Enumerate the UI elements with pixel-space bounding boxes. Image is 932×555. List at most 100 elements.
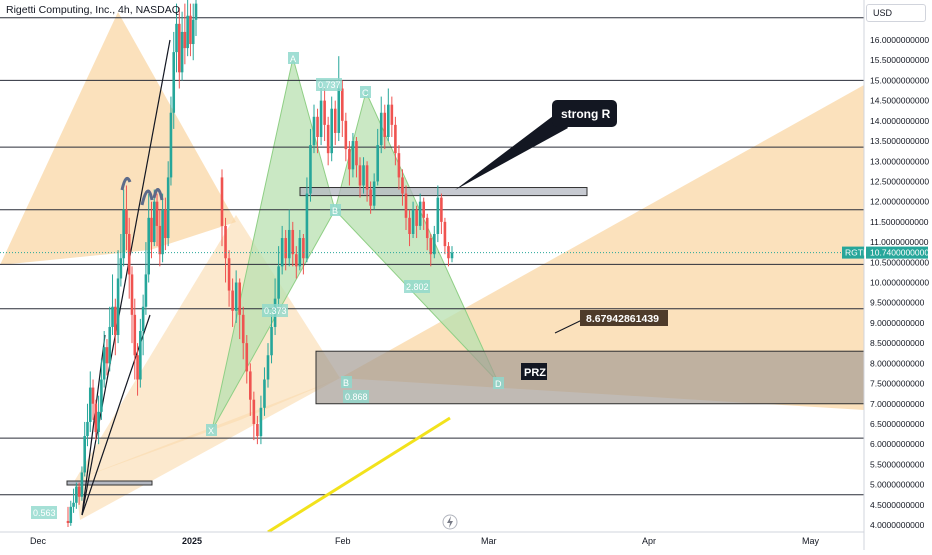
price-tick-label: 10.5000000000: [870, 257, 929, 267]
candle: [75, 482, 78, 509]
currency-selector[interactable]: USD: [866, 4, 926, 22]
candle: [178, 7, 181, 89]
target-arrow: [554, 319, 583, 334]
arc-shape-2: [140, 189, 154, 206]
candle: [234, 270, 238, 323]
price-tick-label: 9.0000000000: [870, 318, 925, 328]
target-price-label: 8.67942861439: [586, 313, 659, 325]
candle: [147, 193, 150, 283]
candle: [111, 274, 114, 336]
time-axis[interactable]: Dec 2025 Feb Mar Apr May: [30, 536, 820, 546]
ratio-0737[interactable]: 0.737: [316, 78, 342, 91]
lightning-icon[interactable]: [442, 514, 458, 530]
candle: [277, 246, 280, 307]
trend-line-3[interactable]: [81, 314, 151, 516]
candle: [383, 104, 387, 150]
candle: [105, 339, 109, 376]
candle: [108, 306, 112, 372]
candle: [270, 314, 273, 364]
target-price-box[interactable]: [580, 310, 668, 326]
candle: [312, 104, 316, 154]
time-label-mar: Mar: [481, 536, 497, 546]
price-tick-label: 14.5000000000: [870, 96, 929, 106]
candle: [376, 128, 379, 186]
ratio-0737-label: 0.737: [318, 80, 341, 90]
prz-label: PRZ: [524, 367, 546, 379]
candle: [305, 177, 309, 263]
candle: [97, 395, 100, 445]
candle: [102, 331, 106, 388]
strong-r-callout-pointer: [455, 113, 568, 190]
candle: [191, 3, 195, 61]
candle: [100, 359, 103, 420]
candle: [189, 3, 192, 57]
candle: [337, 56, 341, 142]
candle: [94, 399, 98, 441]
candle: [66, 506, 70, 528]
candle: [150, 201, 153, 259]
resistance-zone[interactable]: [299, 187, 588, 197]
point-a-label: A: [290, 54, 296, 64]
candle: [415, 205, 418, 239]
point-a-marker[interactable]: A: [288, 52, 299, 64]
candle: [341, 80, 344, 137]
candle: [116, 250, 120, 344]
ratio-0563-label: 0.563: [33, 508, 56, 518]
price-axis[interactable]: 16.0000000000 15.5000000000 15.0000000000 1…: [870, 35, 929, 530]
point-d-label: D: [495, 379, 502, 389]
chart-title: Rigetti Computing, Inc., 4h, NASDAQ: [6, 4, 180, 16]
strong-r-label: strong R: [561, 107, 611, 121]
candle: [72, 488, 75, 513]
price-tick-label: 16.0000000000: [870, 35, 929, 45]
point-c-marker[interactable]: C: [360, 86, 371, 98]
candle: [326, 116, 330, 166]
time-label-may: May: [802, 536, 820, 546]
ratio-0868[interactable]: 0.868: [343, 390, 369, 403]
point-b2-marker[interactable]: B: [341, 376, 352, 388]
ratio-2802[interactable]: 2.802: [404, 280, 430, 293]
candle: [440, 193, 443, 234]
candle: [362, 157, 365, 194]
candle: [77, 482, 81, 505]
ratio-0563[interactable]: 0.563: [31, 506, 57, 519]
candle: [404, 185, 408, 230]
support-box[interactable]: [66, 480, 153, 486]
candle: [351, 132, 355, 178]
candle: [238, 278, 241, 340]
candle: [284, 229, 287, 271]
candle: [231, 278, 234, 327]
point-b-marker[interactable]: B: [330, 204, 341, 216]
candle: [224, 217, 227, 283]
price-tick-label: 7.5000000000: [870, 379, 925, 389]
candle: [69, 500, 73, 526]
candle: [358, 157, 362, 198]
price-tick-label: 10.0000000000: [870, 278, 929, 288]
candle: [397, 145, 401, 190]
candle: [241, 306, 245, 360]
price-tick-label: 5.5000000000: [870, 459, 925, 469]
price-tick-label: 4.0000000000: [870, 520, 925, 530]
candle: [164, 197, 167, 251]
trend-line-1[interactable]: [81, 39, 171, 516]
strong-r-callout[interactable]: [552, 100, 617, 127]
candle: [86, 403, 89, 447]
point-x-marker[interactable]: X: [206, 424, 217, 436]
point-d-marker[interactable]: D: [493, 377, 504, 389]
ratio-0373-label: 0.373: [264, 306, 287, 316]
prz-zone[interactable]: [315, 350, 864, 405]
candle: [152, 189, 156, 247]
candle: [429, 234, 433, 267]
price-tick-label: 13.5000000000: [870, 136, 929, 146]
candle: [249, 363, 252, 416]
candle: [425, 213, 429, 251]
candle: [114, 298, 117, 356]
yellow-trend-line[interactable]: [267, 416, 451, 532]
ratio-0373[interactable]: 0.373: [262, 304, 288, 317]
candle: [180, 11, 184, 81]
time-label-apr: Apr: [642, 536, 656, 546]
candle: [139, 318, 142, 388]
candle: [394, 116, 397, 166]
point-c-label: C: [362, 88, 369, 98]
